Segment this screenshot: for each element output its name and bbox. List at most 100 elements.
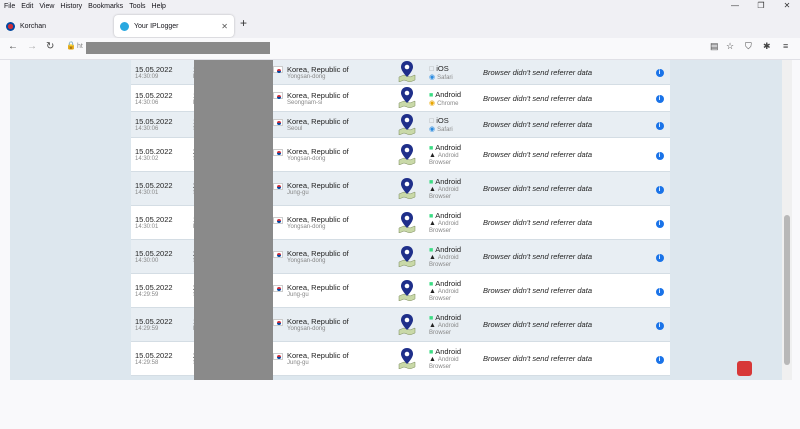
city-name: Seoul (287, 126, 303, 132)
map-pin-icon[interactable] (396, 60, 418, 83)
android-icon: ■ (429, 213, 434, 220)
device-cell: ■ Android ▲ Android Browser (429, 205, 479, 240)
app-menu-icon[interactable]: ≡ (783, 41, 789, 51)
page-bottom (0, 380, 800, 429)
os-name: Android (435, 313, 462, 322)
date-cell: 15.05.2022 14:29:59 (131, 307, 191, 342)
safari-icon: ◉ (429, 73, 436, 81)
city-name: Jung-gu (287, 190, 309, 196)
bookmark-star-icon[interactable]: ☆ (726, 41, 735, 51)
map-pin-icon[interactable] (396, 279, 418, 301)
country-cell: Korea, Republic of Yongsan-dong (273, 205, 385, 240)
visit-date: 15.05.2022 (135, 181, 173, 190)
city-name: Seongnam-si (287, 99, 323, 106)
map-pin-icon[interactable] (396, 347, 418, 369)
close-window-icon[interactable]: ✕ (783, 1, 791, 10)
shield-icon[interactable]: ⛉ (745, 41, 752, 51)
map-pin-icon[interactable] (396, 86, 418, 109)
device-cell:  iOS◉ Safari (429, 111, 479, 138)
tab-iplogger[interactable]: Your IPLogger ✕ (114, 15, 234, 37)
korea-flag-icon (273, 318, 283, 326)
map-pin-icon[interactable] (396, 245, 418, 267)
minimize-icon[interactable]: — (731, 1, 739, 10)
country-cell: Korea, Republic of Yongsan-dong (273, 307, 385, 342)
restore-icon[interactable]: ❐ (757, 1, 765, 10)
extensions-icon[interactable]: ✱ (763, 41, 771, 51)
back-icon[interactable]: ← (8, 41, 18, 52)
visit-time: 14:30:01 (135, 224, 159, 230)
menu-file[interactable]: File (4, 2, 16, 10)
date-cell: 15.05.2022 14:30:01 (131, 205, 191, 240)
map-pin-icon[interactable] (396, 177, 418, 199)
info-cell: i (649, 84, 670, 112)
map-pin-icon[interactable] (396, 313, 418, 335)
menu-help[interactable]: Help (151, 2, 166, 10)
floating-action-button[interactable] (737, 361, 752, 376)
reload-icon[interactable]: ↻ (46, 41, 55, 52)
country-name: Korea, Republic of (287, 147, 349, 156)
korea-flag-icon (273, 66, 283, 74)
city-name: Jung-gu (287, 292, 309, 298)
window-controls: — ❐ ✕ (722, 0, 800, 12)
close-tab-icon[interactable]: ✕ (221, 21, 228, 31)
country-name: Korea, Republic of (287, 64, 349, 74)
info-icon[interactable]: i (655, 219, 664, 228)
map-pin-icon[interactable] (396, 211, 418, 233)
info-icon[interactable]: i (655, 253, 664, 262)
visit-time: 14:30:00 (135, 258, 159, 264)
info-icon[interactable]: i (655, 69, 664, 77)
scrollbar-thumb[interactable] (784, 215, 790, 365)
map-pin-icon[interactable] (396, 143, 418, 165)
os-name: Android (435, 245, 462, 254)
tab-korchan[interactable]: Korchan (0, 15, 112, 37)
redacted-ip-column (194, 60, 273, 380)
menu-edit[interactable]: Edit (21, 2, 34, 10)
os-name: Android (435, 279, 462, 288)
info-icon[interactable]: i (655, 151, 664, 160)
referrer-cell: Browser didn't send referrer data (479, 111, 649, 138)
reader-view-icon[interactable]: ▤ (710, 41, 719, 51)
browser-name: Android Browser (429, 255, 459, 268)
device-cell: ■ Android ▲ Android Browser (429, 137, 479, 172)
korea-flag-icon (273, 182, 283, 190)
tab-label: Your IPLogger (134, 22, 179, 30)
new-tab-icon[interactable]: + (240, 16, 248, 30)
info-icon[interactable]: i (655, 95, 664, 103)
map-cell (385, 307, 429, 342)
city-name: Yongsan-dong (287, 326, 326, 332)
iplogger-favicon-icon (120, 21, 129, 31)
device-cell: ■ Android ▲ Android Browser (429, 307, 479, 342)
country-name: Korea, Republic of (287, 181, 349, 190)
referrer-cell: Browser didn't send referrer data (479, 137, 649, 172)
device-cell: ■ Android ▲ Android Browser (429, 341, 479, 376)
info-icon[interactable]: i (655, 321, 664, 330)
menu-bookmarks[interactable]: Bookmarks (88, 2, 124, 10)
date-cell: 15.05.2022 14:30:01 (131, 171, 191, 206)
map-cell (385, 171, 429, 206)
visit-date: 15.05.2022 (135, 249, 173, 258)
lock-icon[interactable]: 🔒 (66, 41, 76, 50)
info-icon[interactable]: i (655, 121, 664, 130)
user-icon: ▲ (429, 152, 436, 159)
visit-time: 14:30:01 (135, 190, 159, 196)
map-cell (385, 111, 429, 138)
menu-tools[interactable]: Tools (129, 2, 146, 10)
chrome-icon: ◉ (429, 99, 436, 107)
date-cell: 15.05.2022 14:30:06 (131, 111, 191, 138)
scrollbar[interactable] (782, 60, 792, 380)
menu-view[interactable]: View (39, 2, 55, 10)
menu-history[interactable]: History (60, 2, 83, 10)
map-cell (385, 205, 429, 240)
browser-name: Safari (437, 127, 453, 133)
tab-bar: Korchan Your IPLogger ✕ (0, 12, 800, 38)
city-name: Yongsan-dong (287, 156, 326, 162)
os-name: Android (435, 177, 462, 186)
country-name: Korea, Republic of (287, 215, 349, 224)
info-icon[interactable]: i (655, 185, 664, 194)
country-cell: Korea, Republic of Jung-gu (273, 273, 385, 308)
forward-icon[interactable]: → (27, 41, 37, 52)
map-pin-icon[interactable] (396, 113, 418, 135)
info-icon[interactable]: i (655, 287, 664, 296)
info-cell: i (649, 111, 670, 138)
info-icon[interactable]: i (655, 355, 664, 364)
